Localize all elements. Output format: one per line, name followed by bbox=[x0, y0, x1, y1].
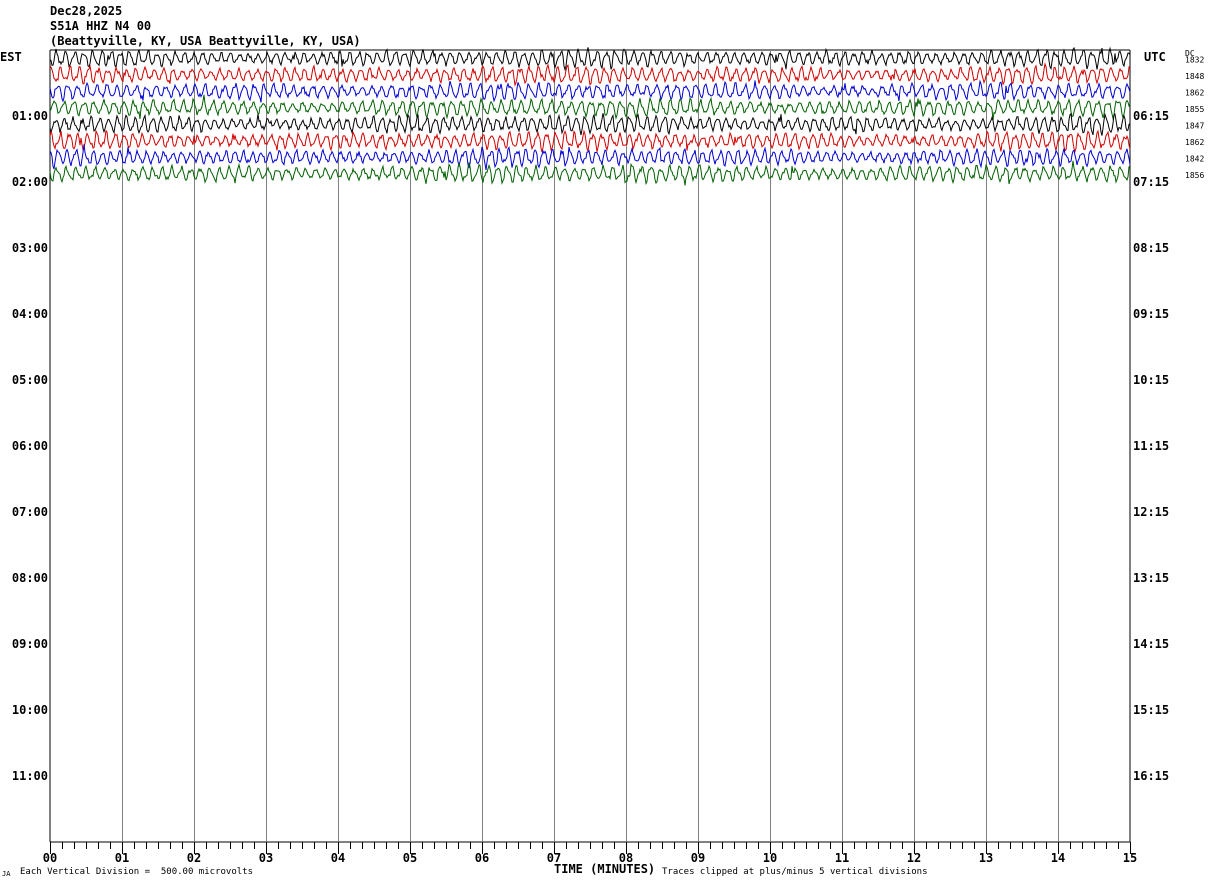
time-grid bbox=[49, 49, 1131, 854]
right-hour-label: 08:15 bbox=[1133, 241, 1169, 255]
dc-value-label: 1856 bbox=[1185, 171, 1204, 180]
x-tick-label: 09 bbox=[691, 851, 705, 865]
x-tick-label: 02 bbox=[187, 851, 201, 865]
x-tick-label: 07 bbox=[547, 851, 561, 865]
right-hour-label: 12:15 bbox=[1133, 505, 1169, 519]
left-hour-label: 04:00 bbox=[12, 307, 48, 321]
trace-row-5 bbox=[49, 129, 1131, 154]
left-hour-label: 05:00 bbox=[12, 373, 48, 387]
x-tick-label: 05 bbox=[403, 851, 417, 865]
x-tick-label: 15 bbox=[1123, 851, 1137, 865]
x-tick-label: 08 bbox=[619, 851, 633, 865]
trace-row-2 bbox=[49, 79, 1131, 103]
right-hour-label: 10:15 bbox=[1133, 373, 1169, 387]
left-hour-label: 02:00 bbox=[12, 175, 48, 189]
dc-value-label: 1862 bbox=[1185, 88, 1204, 97]
left-hour-label: 09:00 bbox=[12, 637, 48, 651]
trace-row-4 bbox=[49, 112, 1131, 136]
trace-row-0 bbox=[49, 46, 1131, 72]
date-label: Dec28,2025 bbox=[50, 4, 123, 18]
dc-value-label: 1847 bbox=[1185, 121, 1204, 130]
right-timezone-label: UTC bbox=[1144, 50, 1166, 64]
dc-value-label: 1855 bbox=[1185, 105, 1204, 114]
dc-value-label: 1842 bbox=[1185, 154, 1204, 163]
trace-row-1 bbox=[49, 62, 1131, 87]
right-hour-label: 11:15 bbox=[1133, 439, 1169, 453]
x-tick-label: 12 bbox=[907, 851, 921, 865]
x-tick-label: 00 bbox=[43, 851, 57, 865]
corner-mark: JA bbox=[2, 870, 11, 878]
x-tick-label: 11 bbox=[835, 851, 849, 865]
station-label: S51A HHZ N4 00 bbox=[50, 19, 152, 33]
x-tick-label: 14 bbox=[1051, 851, 1065, 865]
left-hour-label: 08:00 bbox=[12, 571, 48, 585]
dc-value-label: 1862 bbox=[1185, 138, 1204, 147]
left-hour-label: 11:00 bbox=[12, 769, 48, 783]
left-timezone-label: EST bbox=[0, 50, 22, 64]
x-axis-title: TIME (MINUTES) bbox=[554, 862, 656, 876]
left-hour-label: 01:00 bbox=[12, 109, 48, 123]
left-hour-label: 06:00 bbox=[12, 439, 48, 453]
right-hour-label: 06:15 bbox=[1133, 109, 1169, 123]
x-tick-label: 03 bbox=[259, 851, 273, 865]
x-tick-label: 06 bbox=[475, 851, 489, 865]
left-hour-label: 07:00 bbox=[12, 505, 48, 519]
trace-row-7 bbox=[49, 160, 1131, 186]
x-tick-label: 04 bbox=[331, 851, 345, 865]
dc-header-label: DC bbox=[1185, 49, 1195, 58]
x-tick-label: 10 bbox=[763, 851, 777, 865]
right-hour-label: 13:15 bbox=[1133, 571, 1169, 585]
scale-note: Each Vertical Division = 500.00 microvol… bbox=[20, 867, 253, 877]
x-tick-label: 13 bbox=[979, 851, 993, 865]
right-hour-label: 07:15 bbox=[1133, 175, 1169, 189]
right-hour-label: 14:15 bbox=[1133, 637, 1169, 651]
dc-value-label: 1848 bbox=[1185, 72, 1204, 81]
axis-labels: 00 01 02 03 04 05 06 07 08 09 10 11 12 13 14 15 01:00 02:… bbox=[12, 55, 1205, 865]
right-hour-label: 09:15 bbox=[1133, 307, 1169, 321]
clip-note: Traces clipped at plus/minus 5 vertical … bbox=[662, 867, 928, 877]
right-hour-label: 16:15 bbox=[1133, 769, 1169, 783]
right-hour-label: 15:15 bbox=[1133, 703, 1169, 717]
dc-value-label: 1832 bbox=[1185, 55, 1204, 64]
location-label: (Beattyville, KY, USA Beattyville, KY, U… bbox=[50, 34, 361, 48]
left-hour-label: 03:00 bbox=[12, 241, 48, 255]
seismogram-traces bbox=[49, 46, 1131, 186]
trace-row-3 bbox=[49, 94, 1131, 121]
left-hour-label: 10:00 bbox=[12, 703, 48, 717]
x-tick-label: 01 bbox=[115, 851, 129, 865]
trace-row-6 bbox=[49, 144, 1131, 171]
